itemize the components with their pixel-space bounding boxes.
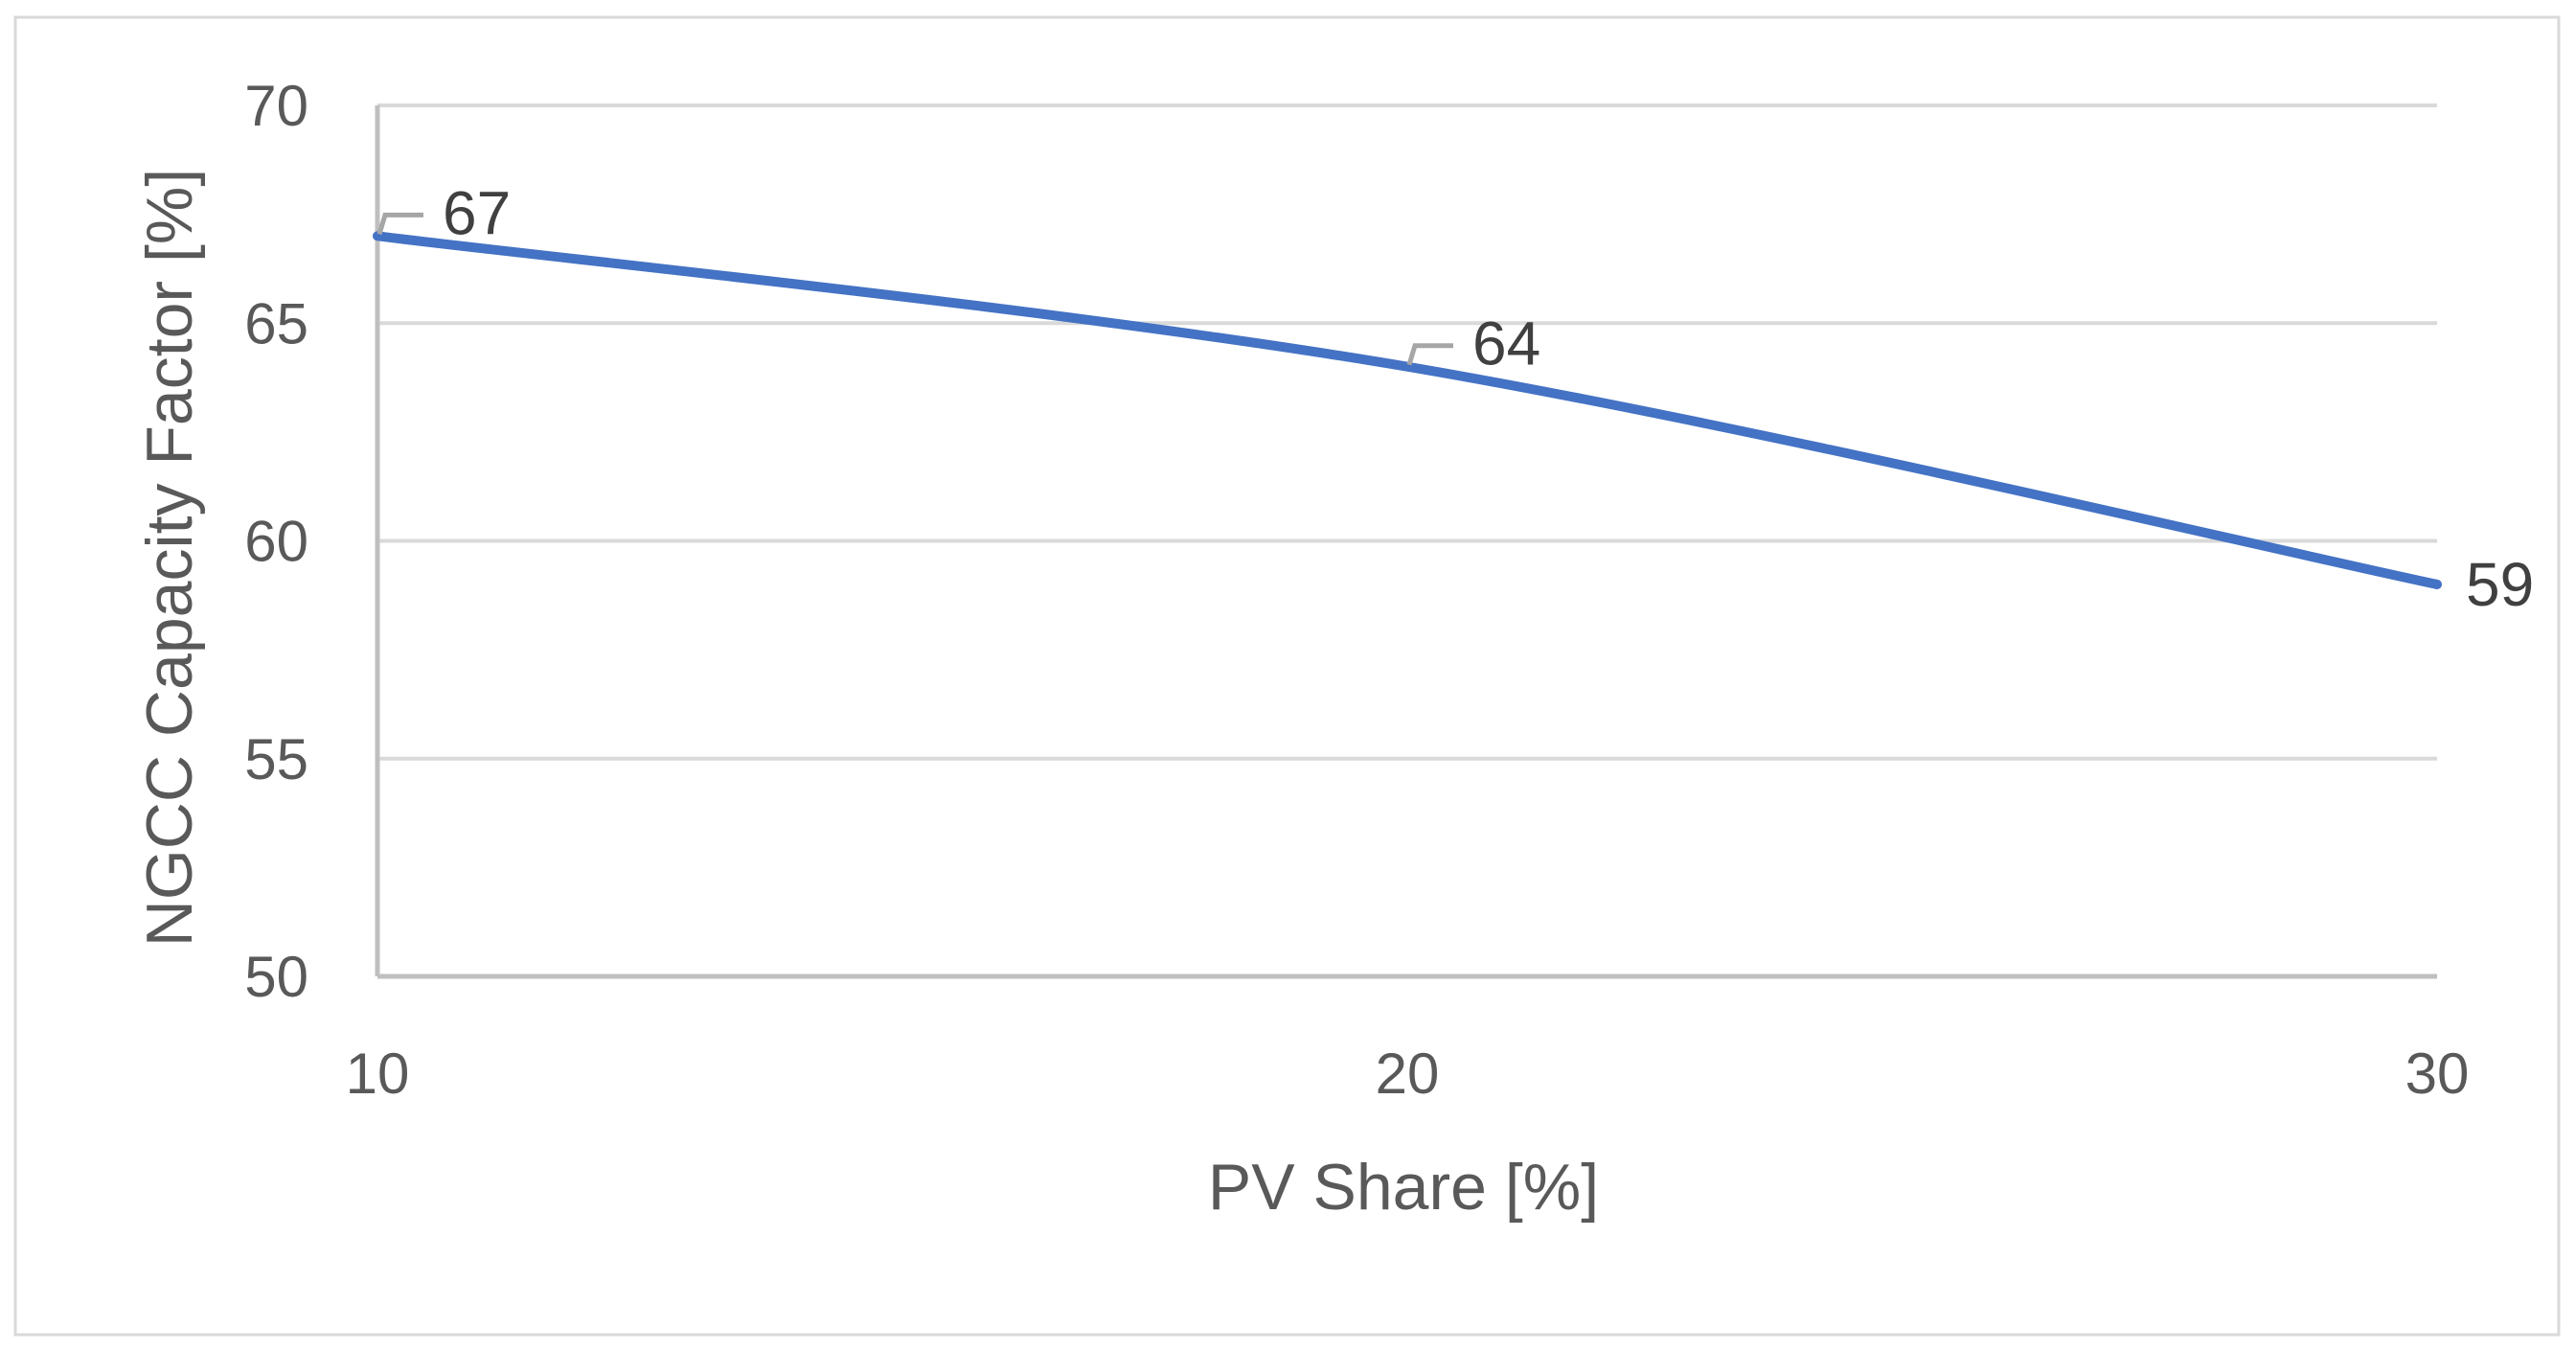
y-tick-label: 70 <box>244 74 308 138</box>
data-label: 64 <box>1472 309 1540 378</box>
x-axis-title: PV Share [%] <box>1208 1151 1599 1224</box>
data-label-leader <box>376 212 423 236</box>
y-tick-label: 50 <box>244 945 308 1009</box>
data-label: 67 <box>443 178 511 247</box>
data-labels: 67 64 59 <box>376 178 2534 619</box>
axes <box>375 105 2437 979</box>
y-tick-label: 60 <box>244 510 308 574</box>
chart-border <box>13 15 2561 1337</box>
data-label: 59 <box>2466 550 2534 619</box>
x-tick-label: 10 <box>346 1042 410 1106</box>
x-tick-labels: 10 20 30 <box>346 1042 2470 1106</box>
data-series <box>373 231 2442 589</box>
y-axis-title: NGCC Capacity Factor [%] <box>133 169 206 947</box>
data-label-leader <box>1406 343 1453 366</box>
x-tick-label: 20 <box>1376 1042 1440 1106</box>
y-tick-label: 65 <box>244 291 308 355</box>
x-tick-label: 30 <box>2405 1042 2470 1106</box>
gridlines <box>377 103 2437 761</box>
series-line <box>373 231 2442 589</box>
y-tick-labels: 50 55 60 65 70 <box>244 74 308 1009</box>
y-tick-label: 55 <box>244 727 308 791</box>
